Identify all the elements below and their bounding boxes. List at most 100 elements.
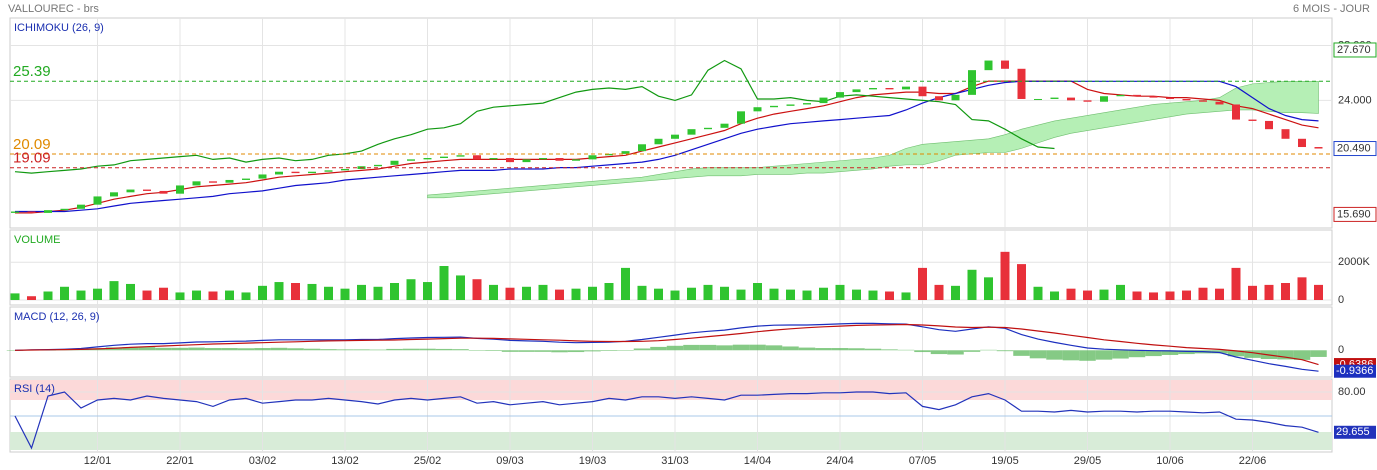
histogram-bar [320, 349, 337, 351]
candle [1133, 94, 1141, 97]
candle [885, 88, 894, 90]
candle [539, 158, 547, 160]
histogram-bar [1277, 350, 1294, 360]
volume-bar [456, 275, 465, 300]
x-tick-label: 14/04 [744, 455, 772, 467]
volume-bar [736, 289, 746, 300]
histogram-bar [155, 347, 172, 351]
volume-bar [885, 291, 894, 300]
volume-bar [1000, 251, 1010, 300]
histogram-bar [1310, 350, 1327, 357]
candle [621, 151, 630, 154]
candle [308, 171, 316, 174]
histogram-bar [171, 347, 189, 351]
volume-bar [687, 287, 696, 300]
candle [968, 70, 976, 95]
candle [44, 210, 52, 213]
volume-bar [472, 279, 482, 300]
histogram-bar [633, 348, 651, 351]
candle [737, 111, 745, 124]
candle [341, 168, 349, 171]
candle [93, 196, 102, 205]
histogram-bar [254, 348, 271, 351]
x-tick-label: 25/02 [414, 455, 442, 467]
candle [836, 92, 844, 98]
histogram-bar [1227, 350, 1245, 357]
candle [1199, 100, 1207, 102]
volume-bar [1198, 287, 1208, 300]
histogram-bar [947, 350, 964, 355]
panel-title: RSI (14) [14, 383, 55, 395]
instrument-title: VALLOUREC - brs [8, 3, 99, 15]
histogram-bar [914, 350, 931, 353]
histogram-bar [798, 347, 816, 351]
volume-bar [126, 283, 135, 300]
x-tick-label: 19/03 [579, 455, 607, 467]
last-value-label: -0.9366 [1336, 365, 1373, 377]
x-tick-label: 09/03 [496, 455, 524, 467]
candle [1248, 119, 1257, 121]
histogram-bar [1178, 350, 1195, 355]
candle [687, 129, 696, 135]
histogram-bar [270, 347, 288, 351]
volume-bar [753, 283, 762, 300]
histogram-bar [617, 350, 634, 351]
histogram-bar [567, 350, 585, 353]
volume-bar [901, 292, 911, 300]
volume-bar [769, 288, 779, 300]
candle [869, 88, 877, 90]
volume-bar [918, 267, 927, 300]
candle [489, 158, 498, 160]
candle [1050, 97, 1059, 99]
candle [176, 185, 184, 194]
histogram-bar [452, 349, 469, 351]
volume-bar [192, 290, 201, 300]
x-tick-label: 13/02 [331, 455, 359, 467]
volume-bar [868, 290, 878, 300]
candle [555, 158, 564, 161]
candle [440, 156, 448, 158]
price-marker-label: 27.670 [1337, 44, 1371, 56]
candle [720, 123, 729, 128]
histogram-bar [468, 350, 486, 351]
candle [291, 171, 300, 174]
volume-bar [835, 284, 845, 300]
ichimoku-cloud [427, 80, 1319, 199]
histogram-bar [980, 349, 997, 351]
histogram-bar [1062, 350, 1080, 361]
candle [1017, 68, 1026, 99]
candle [390, 160, 399, 165]
volume-bar [802, 290, 812, 300]
histogram-bar [584, 350, 601, 352]
volume-bar [60, 286, 69, 300]
price-marker [1333, 141, 1377, 157]
volume-bar [208, 291, 218, 300]
candle [1298, 138, 1306, 148]
volume-bar [703, 284, 713, 300]
volume-bar [951, 285, 960, 300]
histogram-bar [369, 349, 387, 351]
volume-bar [819, 287, 828, 300]
volume-bar [27, 296, 36, 300]
volume-bar [621, 267, 630, 300]
volume-bar [984, 277, 993, 300]
last-value-box [1334, 425, 1376, 439]
candle [473, 155, 481, 160]
y-tick-label: 0 [1338, 294, 1344, 306]
x-tick-label: 22/06 [1239, 455, 1267, 467]
histogram-bar [650, 346, 667, 351]
histogram-bar [963, 350, 981, 352]
candle [456, 155, 465, 157]
candle [770, 105, 778, 108]
histogram-bar [1112, 350, 1129, 359]
histogram-bar [551, 350, 568, 353]
histogram-bar [6, 350, 24, 351]
indicator-line [14, 59, 1055, 174]
volume-bar [274, 282, 284, 300]
volume-bar [505, 287, 515, 300]
volume-bar [555, 289, 564, 300]
volume-bar [10, 293, 20, 300]
candle [1265, 120, 1273, 130]
histogram-bar [815, 348, 832, 351]
price-marker-label: 15.690 [1337, 208, 1371, 220]
